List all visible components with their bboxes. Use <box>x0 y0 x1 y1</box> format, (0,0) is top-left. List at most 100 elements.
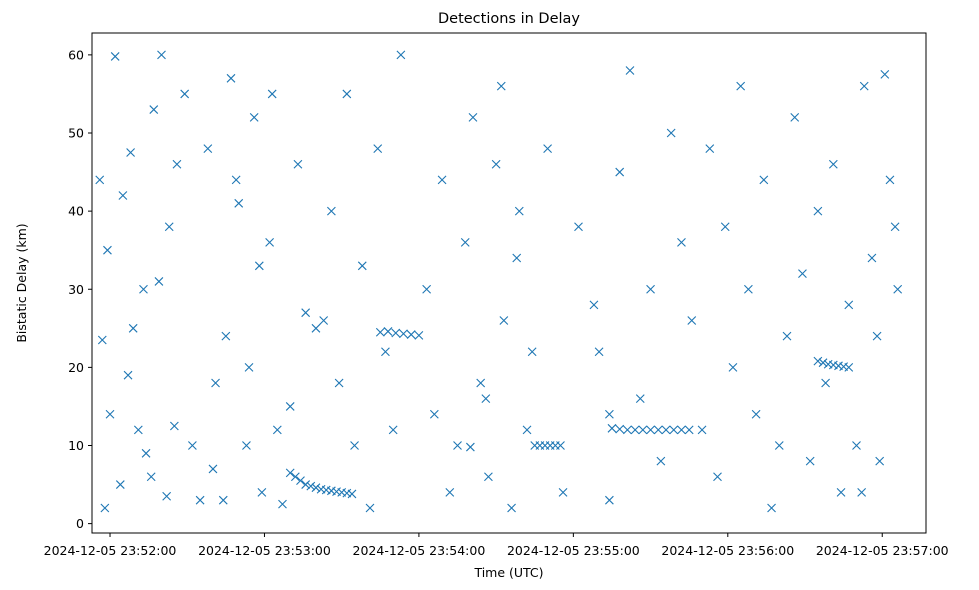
data-point <box>594 347 604 357</box>
data-point <box>126 148 135 157</box>
data-point <box>491 159 501 169</box>
data-point <box>231 175 241 185</box>
data-point <box>798 269 807 279</box>
data-point <box>736 81 746 91</box>
data-point <box>115 480 125 489</box>
data-points <box>95 50 903 513</box>
data-point <box>728 362 738 372</box>
data-point <box>615 424 625 434</box>
x-tick-label: 2024-12-05 23:57:00 <box>816 543 949 558</box>
data-point <box>828 159 838 169</box>
data-point <box>857 487 867 497</box>
y-tick-label: 30 <box>68 282 84 297</box>
data-point <box>301 480 311 489</box>
data-point <box>272 425 282 435</box>
data-point <box>391 328 401 338</box>
data-point <box>558 487 568 497</box>
data-point <box>476 378 486 388</box>
data-point <box>211 378 220 388</box>
data-point <box>242 441 251 450</box>
data-point <box>589 300 599 310</box>
data-point <box>661 425 671 435</box>
y-tick-label: 0 <box>76 516 84 531</box>
data-point <box>638 425 648 435</box>
data-point <box>697 425 707 435</box>
data-point <box>244 362 254 372</box>
data-point <box>319 316 329 325</box>
x-tick-label: 2024-12-05 23:55:00 <box>507 543 640 558</box>
data-point <box>334 378 344 388</box>
data-point <box>157 50 166 60</box>
data-point <box>468 112 478 122</box>
data-point <box>605 495 614 505</box>
data-point <box>139 284 148 294</box>
data-point <box>527 347 537 357</box>
data-point <box>782 331 792 341</box>
data-point <box>254 261 264 271</box>
x-tick-label: 2024-12-05 23:52:00 <box>44 543 177 558</box>
data-point <box>149 105 159 114</box>
data-point <box>234 198 244 208</box>
data-point <box>118 191 128 200</box>
data-point <box>347 489 357 499</box>
data-point <box>95 175 105 185</box>
data-point <box>875 456 885 466</box>
data-point <box>669 425 679 435</box>
data-point <box>484 472 493 482</box>
data-point <box>677 425 686 435</box>
x-tick-label: 2024-12-05 23:56:00 <box>661 543 794 558</box>
data-point <box>556 441 565 450</box>
data-point <box>195 495 205 505</box>
data-point <box>844 300 854 310</box>
data-point <box>867 253 877 263</box>
data-point <box>162 491 172 501</box>
data-point <box>684 425 694 435</box>
data-point <box>445 487 455 497</box>
y-tick-label: 20 <box>68 360 84 375</box>
data-point <box>208 464 218 474</box>
data-point <box>872 331 882 341</box>
data-point <box>100 503 110 513</box>
data-point <box>203 144 213 154</box>
data-point <box>720 222 730 232</box>
data-point <box>128 323 138 333</box>
data-point <box>133 425 143 435</box>
data-point <box>818 358 828 368</box>
data-point <box>844 362 854 372</box>
data-point <box>666 128 676 138</box>
data-point <box>123 370 133 380</box>
data-point <box>311 323 321 333</box>
data-point <box>301 308 311 318</box>
data-point <box>278 499 287 509</box>
data-point <box>751 409 761 419</box>
data-point <box>496 81 506 91</box>
data-point <box>687 316 697 325</box>
data-point <box>327 206 336 216</box>
data-point <box>646 425 655 435</box>
data-point <box>893 284 903 294</box>
data-point <box>357 261 367 271</box>
data-point <box>396 50 406 60</box>
x-tick-label: 2024-12-05 23:54:00 <box>353 543 486 558</box>
data-point <box>885 175 895 185</box>
data-point <box>342 89 352 99</box>
data-point <box>625 66 635 75</box>
data-point <box>406 330 416 339</box>
data-point <box>146 472 156 482</box>
data-point <box>813 356 823 366</box>
data-point <box>499 316 509 325</box>
data-point <box>373 144 383 154</box>
y-axis-label: Bistatic Delay (km) <box>14 223 29 342</box>
data-point <box>350 441 359 450</box>
data-point <box>615 167 625 177</box>
data-point <box>306 481 316 491</box>
data-point <box>453 441 462 450</box>
data-point <box>821 378 830 388</box>
data-point <box>767 503 776 513</box>
data-point <box>267 89 277 99</box>
data-point <box>481 394 491 404</box>
data-point <box>437 175 447 185</box>
data-point <box>635 394 645 404</box>
data-point <box>141 448 151 458</box>
y-tick-label: 40 <box>68 204 84 219</box>
